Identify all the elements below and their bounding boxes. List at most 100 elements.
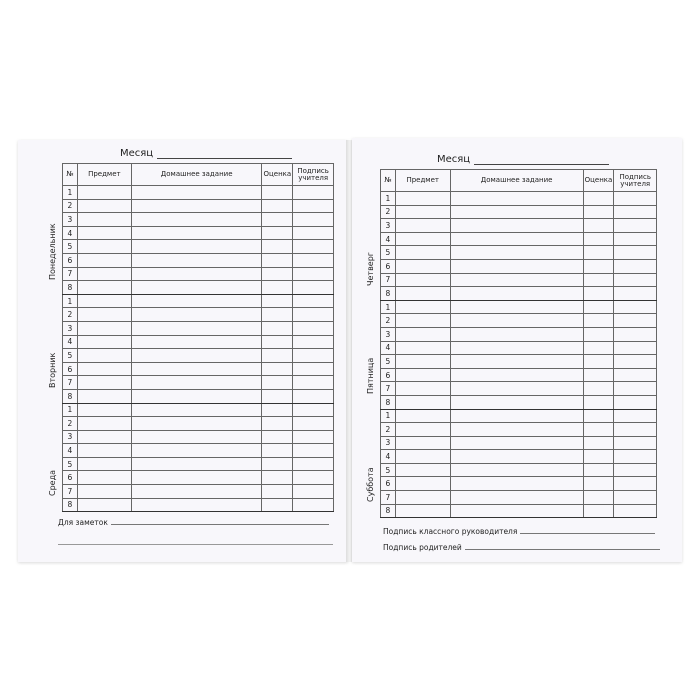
entry-cell[interactable]	[582, 422, 615, 437]
entry-cell[interactable]	[613, 245, 657, 260]
entry-cell[interactable]	[449, 245, 584, 260]
entry-cell[interactable]	[613, 381, 657, 396]
entry-cell[interactable]	[394, 394, 451, 410]
entry-cell[interactable]	[613, 462, 657, 478]
entry-cell[interactable]	[394, 272, 451, 288]
entry-cell[interactable]	[449, 218, 584, 233]
entry-cell[interactable]	[261, 307, 294, 322]
entry-cell[interactable]	[261, 198, 294, 214]
entry-cell[interactable]	[613, 286, 657, 301]
entry-cell[interactable]	[582, 286, 615, 301]
entry-cell[interactable]	[449, 422, 584, 437]
entry-cell[interactable]	[76, 416, 132, 431]
entry-cell[interactable]	[394, 476, 451, 492]
entry-cell[interactable]	[261, 375, 294, 390]
entry-cell[interactable]	[394, 381, 451, 396]
entry-cell[interactable]	[394, 231, 451, 247]
entry-cell[interactable]	[394, 490, 451, 505]
entry-cell[interactable]	[76, 198, 132, 214]
entry-cell[interactable]	[449, 381, 584, 396]
entry-cell[interactable]	[613, 340, 657, 356]
entry-cell[interactable]	[130, 497, 263, 513]
entry-cell[interactable]	[582, 326, 615, 342]
entry-cell[interactable]	[76, 348, 132, 363]
entry-cell[interactable]	[394, 191, 451, 206]
entry-cell[interactable]	[130, 416, 263, 431]
entry-cell[interactable]	[261, 334, 294, 350]
entry-cell[interactable]	[76, 307, 132, 322]
entry-cell[interactable]	[449, 503, 584, 519]
entry-cell[interactable]	[130, 429, 263, 445]
entry-cell[interactable]	[130, 320, 263, 336]
entry-cell[interactable]	[292, 266, 334, 282]
entry-cell[interactable]	[613, 326, 657, 342]
entry-cell[interactable]	[130, 266, 263, 282]
entry-cell[interactable]	[292, 416, 334, 431]
entry-cell[interactable]	[582, 408, 615, 424]
entry-cell[interactable]	[613, 422, 657, 437]
entry-cell[interactable]	[261, 225, 294, 241]
entry-cell[interactable]	[130, 239, 263, 254]
entry-cell[interactable]	[394, 245, 451, 260]
entry-cell[interactable]	[76, 443, 132, 458]
entry-cell[interactable]	[130, 198, 263, 214]
entry-cell[interactable]	[582, 218, 615, 233]
entry-cell[interactable]	[449, 299, 584, 315]
entry-cell[interactable]	[292, 484, 334, 499]
entry-cell[interactable]	[582, 191, 615, 206]
entry-cell[interactable]	[76, 280, 132, 295]
entry-cell[interactable]	[449, 286, 584, 301]
entry-cell[interactable]	[261, 185, 294, 200]
entry-cell[interactable]	[613, 231, 657, 247]
entry-cell[interactable]	[613, 218, 657, 233]
entry-cell[interactable]	[394, 340, 451, 356]
entry-cell[interactable]	[130, 388, 263, 404]
entry-cell[interactable]	[613, 367, 657, 383]
entry-cell[interactable]	[292, 429, 334, 445]
entry-cell[interactable]	[292, 402, 334, 418]
entry-cell[interactable]	[261, 402, 294, 418]
notes-field[interactable]: Для заметок	[58, 518, 329, 527]
entry-cell[interactable]	[292, 293, 334, 309]
entry-cell[interactable]	[613, 449, 657, 464]
entry-cell[interactable]	[613, 476, 657, 492]
entry-cell[interactable]	[449, 231, 584, 247]
entry-cell[interactable]	[261, 266, 294, 282]
entry-cell[interactable]	[394, 462, 451, 478]
entry-cell[interactable]	[582, 204, 615, 220]
entry-cell[interactable]	[130, 361, 263, 377]
entry-cell[interactable]	[261, 212, 294, 227]
entry-cell[interactable]	[394, 258, 451, 274]
entry-cell[interactable]	[394, 286, 451, 301]
entry-cell[interactable]	[292, 334, 334, 350]
entry-cell[interactable]	[261, 416, 294, 431]
entry-cell[interactable]	[76, 239, 132, 254]
entry-cell[interactable]	[582, 503, 615, 519]
entry-cell[interactable]	[130, 484, 263, 499]
entry-cell[interactable]	[582, 299, 615, 315]
entry-cell[interactable]	[613, 191, 657, 206]
entry-cell[interactable]	[449, 340, 584, 356]
entry-cell[interactable]	[613, 408, 657, 424]
entry-cell[interactable]	[582, 313, 615, 328]
entry-cell[interactable]	[76, 361, 132, 377]
entry-cell[interactable]	[394, 204, 451, 220]
entry-cell[interactable]	[261, 361, 294, 377]
entry-cell[interactable]	[130, 348, 263, 363]
entry-cell[interactable]	[261, 293, 294, 309]
entry-cell[interactable]	[76, 402, 132, 418]
entry-cell[interactable]	[130, 212, 263, 227]
entry-cell[interactable]	[292, 252, 334, 268]
entry-cell[interactable]	[292, 320, 334, 336]
entry-cell[interactable]	[449, 354, 584, 369]
entry-cell[interactable]	[449, 449, 584, 464]
entry-cell[interactable]	[76, 185, 132, 200]
right-month-field[interactable]: Месяц	[437, 154, 610, 165]
class-teacher-signature-field[interactable]: Подпись классного руководителя	[383, 527, 656, 536]
entry-cell[interactable]	[449, 204, 584, 220]
entry-cell[interactable]	[130, 307, 263, 322]
entry-cell[interactable]	[613, 490, 657, 505]
entry-cell[interactable]	[292, 198, 334, 214]
entry-cell[interactable]	[582, 490, 615, 505]
entry-cell[interactable]	[449, 313, 584, 328]
